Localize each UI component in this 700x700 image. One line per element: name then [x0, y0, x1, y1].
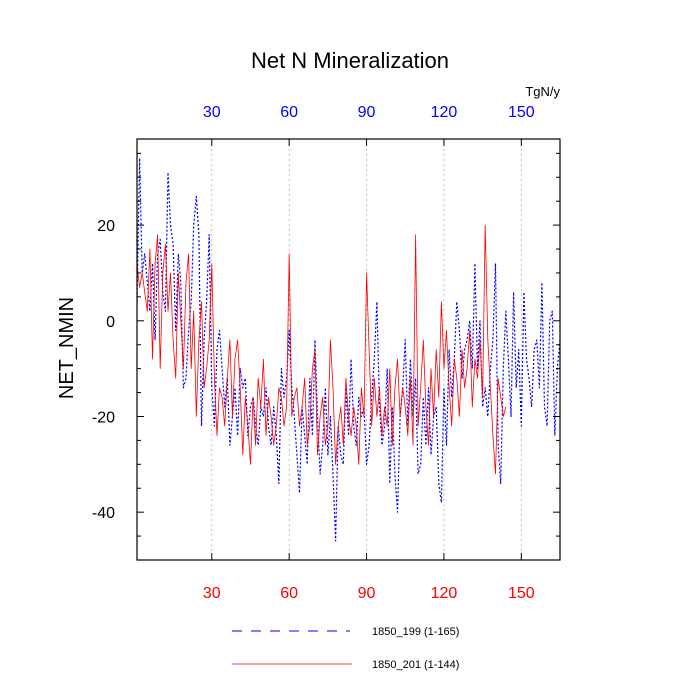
series-line-1850_199: [137, 157, 560, 542]
chart-title: Net N Mineralization: [251, 48, 449, 73]
x-tick-label-bottom-60: 60: [280, 585, 298, 602]
y-tick-label-0: 0: [106, 314, 115, 331]
axis-ticks: [137, 139, 560, 561]
legend-label-1850-201: 1850_201 (1-144): [372, 659, 459, 671]
x-tick-label-bottom-150: 150: [508, 585, 535, 602]
y-tick-label-20: 20: [97, 218, 115, 235]
x-tick-label-top-30: 30: [203, 104, 221, 121]
x-tick-label-bottom-120: 120: [431, 585, 458, 602]
y-tick-label--40: -40: [92, 505, 115, 522]
x-tick-label-top-60: 60: [280, 104, 298, 121]
x-tick-label-top-90: 90: [358, 104, 376, 121]
x-tick-label-top-150: 150: [508, 104, 535, 121]
legend-label-1850-199: 1850_199 (1-165): [372, 626, 459, 638]
x-tick-label-bottom-30: 30: [203, 585, 221, 602]
tick-labels: 30 60 90 120 150 30 60 90 120 150 20 0 -20 -40: [92, 104, 535, 602]
units-label: TgN/y: [525, 84, 560, 99]
legend: 1850_199 (1-165) 1850_201 (1-144): [232, 626, 459, 671]
plot-frame: [136, 138, 561, 561]
x-tick-label-bottom-90: 90: [358, 585, 376, 602]
grid-lines: [211, 139, 522, 560]
series-layer: [137, 157, 560, 542]
x-tick-label-top-120: 120: [431, 104, 458, 121]
y-tick-label--20: -20: [92, 409, 115, 426]
series-line-1850_201: [137, 224, 507, 475]
y-axis-label: NET_NMIN: [56, 297, 78, 399]
